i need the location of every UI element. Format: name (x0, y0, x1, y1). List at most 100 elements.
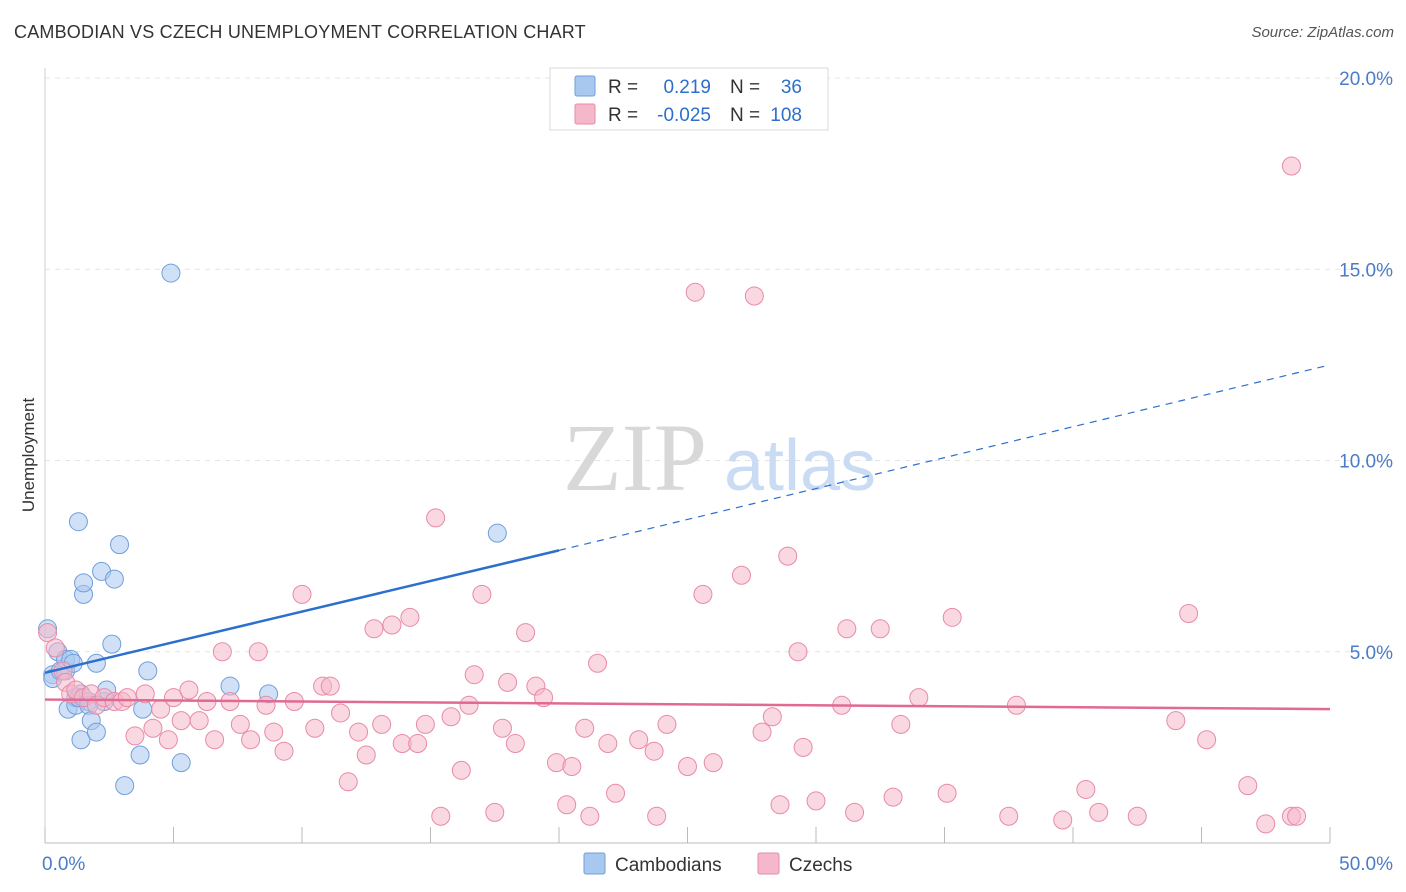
czech-point (408, 734, 428, 754)
czech-point (400, 607, 420, 627)
stats-legend-swatch (574, 75, 596, 97)
czech-point (744, 286, 764, 306)
chart-title: CAMBODIAN VS CZECH UNEMPLOYMENT CORRELAT… (14, 22, 586, 42)
czech-point (492, 718, 512, 738)
cambodian-point (71, 730, 91, 750)
czech-point (752, 722, 772, 742)
czech-point (382, 615, 402, 635)
czech-point (230, 714, 250, 734)
czech-point (320, 676, 340, 696)
cambodian-point (115, 776, 135, 796)
czech-point (431, 806, 451, 826)
czech-point (1238, 776, 1258, 796)
czech-point (158, 730, 178, 750)
series-legend: Cambodians Czechs (583, 852, 852, 876)
cambodian-trend-solid (44, 549, 560, 675)
czech-point (770, 795, 790, 815)
stats-n-value: 108 (770, 105, 802, 126)
gridlines (45, 77, 1392, 653)
source-label: Source: ZipAtlas.com (1251, 24, 1394, 41)
cambodian-point (487, 523, 507, 543)
czech-point (1127, 806, 1147, 826)
watermark-zip: ZIP (563, 404, 707, 511)
czech-point (212, 642, 232, 662)
czech-point (1076, 779, 1096, 799)
czech-point (256, 695, 276, 715)
trend-lines (44, 364, 1331, 711)
czech-point (459, 695, 479, 715)
czech-point (292, 584, 312, 604)
czech-point (937, 783, 957, 803)
czech-trend-solid (44, 698, 1331, 711)
czech-point (472, 584, 492, 604)
czech-point (606, 783, 626, 803)
czech-point (331, 703, 351, 723)
czech-point (562, 757, 582, 776)
czech-point (441, 707, 461, 727)
x-tick-label: 50.0% (1339, 854, 1393, 875)
czech-point (364, 619, 384, 639)
czech-point (248, 642, 268, 662)
czech-point (415, 714, 435, 734)
czech-point (1179, 604, 1199, 623)
czech-point (464, 665, 484, 685)
czech-point (426, 508, 446, 528)
data-points (38, 156, 1307, 834)
czech-point (731, 565, 751, 585)
watermark: ZIP atlas (563, 404, 876, 511)
tick-labels: 5.0% 10.0% 15.0% 20.0% 0.0% 50.0% (42, 69, 1393, 875)
czech-point (171, 711, 191, 731)
stats-r-label: R = (608, 105, 638, 126)
stats-n-label: N = (730, 77, 760, 98)
czech-point (349, 722, 369, 742)
czech-point (164, 688, 183, 708)
czech-point (693, 584, 713, 604)
czech-point (205, 730, 225, 750)
czech-point (575, 718, 595, 738)
czech-point (1256, 814, 1276, 834)
y-tick-label: 20.0% (1339, 69, 1393, 90)
y-axis-label: Unemployment (19, 398, 38, 513)
cambodian-point (161, 263, 181, 283)
czech-point (598, 734, 618, 754)
czech-point (762, 707, 782, 727)
czech-point (189, 711, 209, 731)
czech-point (451, 760, 471, 780)
czech-point (580, 806, 600, 826)
czech-point (1006, 695, 1026, 715)
stats-legend: R = 0.219 N = 36 R = -0.025 N = 108 (549, 67, 829, 131)
czech-point (264, 722, 284, 742)
czech-point (557, 795, 577, 815)
czech-point (806, 791, 826, 811)
cambodian-point (74, 573, 94, 593)
czech-point (143, 718, 163, 738)
czech-point (485, 802, 505, 822)
czech-point (1281, 156, 1301, 176)
czech-point (516, 623, 536, 643)
cambodian-point (104, 569, 124, 589)
y-tick-label: 10.0% (1339, 452, 1393, 473)
cambodian-point (110, 535, 130, 555)
stats-n-label: N = (730, 105, 760, 126)
cambodian-trend-dashed (558, 364, 1331, 551)
czech-point (125, 726, 145, 746)
czech-point (1053, 810, 1073, 830)
czech-point (305, 718, 325, 738)
czech-point (703, 753, 723, 773)
czech-point (1166, 711, 1186, 731)
czech-point (845, 802, 865, 822)
czech-point (1197, 730, 1217, 750)
czech-point (372, 714, 392, 734)
stats-r-value: -0.025 (657, 105, 711, 126)
czech-point (909, 688, 929, 708)
stats-r-label: R = (608, 77, 638, 98)
cambodian-point (86, 722, 106, 742)
x-tick-label: 0.0% (42, 854, 85, 875)
cambodian-point (130, 745, 150, 765)
czech-point (1287, 806, 1307, 826)
czech-point (778, 546, 798, 566)
czech-point (588, 653, 608, 673)
czech-point (678, 757, 697, 776)
cambodian-point (102, 634, 122, 654)
czech-point (685, 282, 705, 302)
